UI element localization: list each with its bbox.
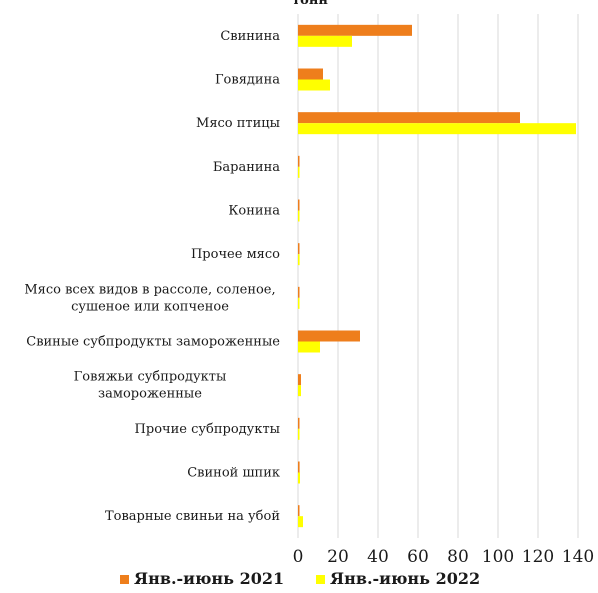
- x-tick-label: 100: [482, 547, 514, 567]
- bar-2021: [298, 286, 300, 298]
- legend-swatch: [120, 575, 129, 584]
- category-label: Свинина: [220, 29, 280, 44]
- grid: [297, 14, 579, 538]
- bar-2021: [298, 68, 323, 80]
- bar-2022: [298, 472, 300, 484]
- bar-2021: [298, 24, 412, 36]
- bar-2022: [298, 35, 352, 47]
- bar-2022: [298, 341, 320, 353]
- bar-2022: [298, 297, 300, 309]
- bar-2022: [298, 254, 300, 266]
- bar-2021: [298, 199, 300, 211]
- x-tick-label: 40: [367, 547, 389, 567]
- x-tick-label: 80: [447, 547, 469, 567]
- bar-2021: [298, 461, 300, 473]
- bar-2022: [298, 123, 576, 135]
- category-label: сушеное или копченое: [71, 299, 229, 314]
- legend-swatch: [316, 575, 325, 584]
- bar-2022: [298, 210, 300, 222]
- category-label: Говядина: [215, 73, 280, 88]
- x-tick-label: 140: [562, 547, 594, 567]
- bar-2022: [298, 79, 330, 91]
- bar-2021: [298, 155, 300, 167]
- legend: Янв.-июнь 2021 Янв.-июнь 2022: [120, 569, 480, 588]
- x-tick-label: 0: [293, 547, 304, 567]
- bars: [298, 24, 576, 528]
- x-tick-label: 120: [522, 547, 554, 567]
- x-tick-label: 60: [407, 547, 429, 567]
- bar-2021: [298, 417, 300, 429]
- bar-2022: [298, 385, 301, 397]
- category-label: Мясо птицы: [196, 116, 280, 131]
- bar-2021: [298, 112, 520, 124]
- category-label: Прочее мясо: [191, 247, 280, 262]
- chart-title: тонн: [292, 0, 328, 8]
- x-tick-label: 20: [327, 547, 349, 567]
- bar-2022: [298, 516, 303, 528]
- category-label: замороженные: [98, 387, 202, 402]
- legend-label: Янв.-июнь 2021: [134, 569, 284, 588]
- category-label: Свиной шпик: [187, 466, 280, 481]
- category-label: Мясо всех видов в рассоле, соленое,: [24, 282, 275, 297]
- bar-2021: [298, 330, 360, 342]
- category-label: Прочие субпродукты: [135, 422, 280, 437]
- bar-2021: [298, 505, 300, 517]
- bar-2021: [298, 374, 301, 386]
- category-label: Свиные субпродукты замороженные: [26, 335, 280, 350]
- bar-2022: [298, 428, 300, 440]
- category-label: Конина: [228, 204, 280, 219]
- category-labels: Свинина Говядина Мясо птицы Баранина Конина П…: [24, 29, 280, 524]
- legend-label: Янв.-июнь 2022: [330, 569, 480, 588]
- category-label: Товарные свиньи на убой: [105, 509, 280, 524]
- bar-2022: [298, 166, 300, 178]
- category-label: Говяжьи субпродукты: [74, 370, 227, 385]
- bar-2021: [298, 243, 300, 255]
- category-label: Баранина: [213, 160, 280, 175]
- x-axis-ticks: 0 20 40 60 80 100 120 140: [293, 547, 595, 567]
